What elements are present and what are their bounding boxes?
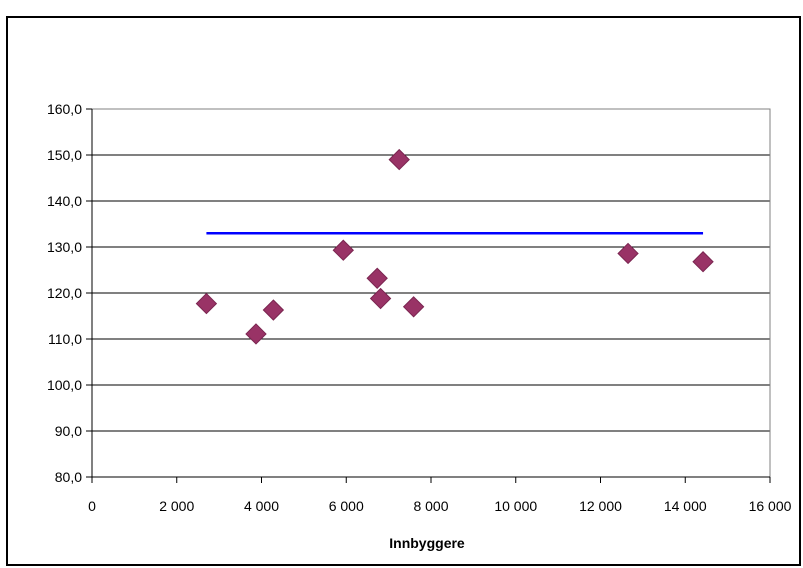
data-point — [402, 296, 425, 318]
data-point — [332, 239, 354, 261]
y-tick-label: 160,0 — [47, 101, 82, 117]
y-tick-label: 130,0 — [47, 239, 82, 255]
data-point — [369, 287, 392, 310]
data-point — [262, 299, 285, 321]
data-point — [195, 292, 218, 315]
x-tick-label: 12 000 — [579, 498, 622, 514]
x-tick-label: 2 000 — [159, 498, 194, 514]
y-tick-label: 80,0 — [55, 469, 82, 485]
y-tick-label: 100,0 — [47, 377, 82, 393]
y-tick-labels: 80,0 90,0 100,0 110,0 120,0 130,0 140,0 150,0 16… — [47, 101, 82, 485]
axes — [86, 108, 771, 483]
data-point — [366, 267, 388, 289]
x-tick-label: 14 000 — [664, 498, 707, 514]
x-tick-label: 10 000 — [494, 498, 537, 514]
x-tick-labels: 0 2 000 4 000 6 000 8 000 10 000 12 000 14 000 1… — [88, 498, 792, 514]
y-tick-label: 110,0 — [48, 331, 82, 347]
x-tick-label: 0 — [88, 498, 96, 514]
y-tick-label: 120,0 — [47, 285, 82, 301]
series-layer — [195, 148, 714, 345]
data-point — [245, 323, 267, 345]
y-tick-label: 140,0 — [47, 193, 82, 209]
data-point — [388, 148, 410, 171]
chart-frame — [6, 16, 801, 566]
x-tick-label: 6 000 — [329, 498, 364, 514]
x-axis-title: Innbyggere — [389, 535, 465, 551]
gridlines — [92, 108, 770, 478]
x-tick-label: 8 000 — [413, 498, 448, 514]
data-point — [617, 242, 639, 265]
x-tick-label: 4 000 — [244, 498, 279, 514]
data-point — [692, 251, 714, 273]
y-tick-label: 90,0 — [55, 423, 82, 439]
y-tick-label: 150,0 — [47, 147, 82, 163]
x-tick-label: 16 000 — [749, 498, 792, 514]
